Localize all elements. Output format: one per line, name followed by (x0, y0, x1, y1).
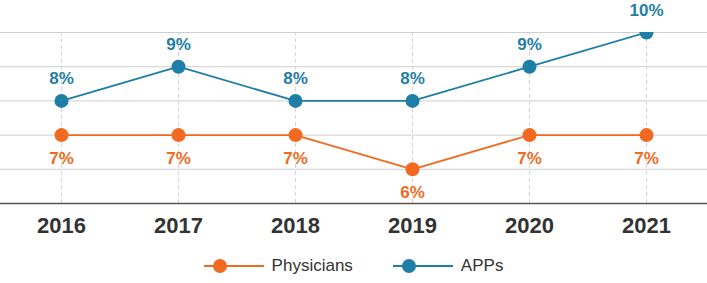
html-text:Physicians: Physicians (271, 256, 353, 275)
svg-text:2020: 2020 (505, 213, 554, 238)
svg-text:7%: 7% (634, 149, 659, 168)
svg-text:2019: 2019 (388, 213, 437, 238)
svg-text:8%: 8% (283, 69, 308, 88)
svg-text:10%: 10% (629, 1, 663, 20)
html-text:APPs: APPs (460, 256, 504, 275)
svg-text:2016: 2016 (37, 213, 86, 238)
svg-text:8%: 8% (49, 69, 74, 88)
svg-text:2017: 2017 (154, 213, 203, 238)
svg-text:7%: 7% (166, 149, 191, 168)
svg-text:7%: 7% (517, 149, 542, 168)
svg-text:8%: 8% (400, 69, 425, 88)
svg-text:9%: 9% (517, 35, 542, 54)
svg-text:2021: 2021 (622, 213, 671, 238)
svg-text:2018: 2018 (271, 213, 320, 238)
svg-text:7%: 7% (283, 149, 308, 168)
svg-text:6%: 6% (400, 183, 425, 202)
svg-text:9%: 9% (166, 35, 191, 54)
svg-text:7%: 7% (49, 149, 74, 168)
